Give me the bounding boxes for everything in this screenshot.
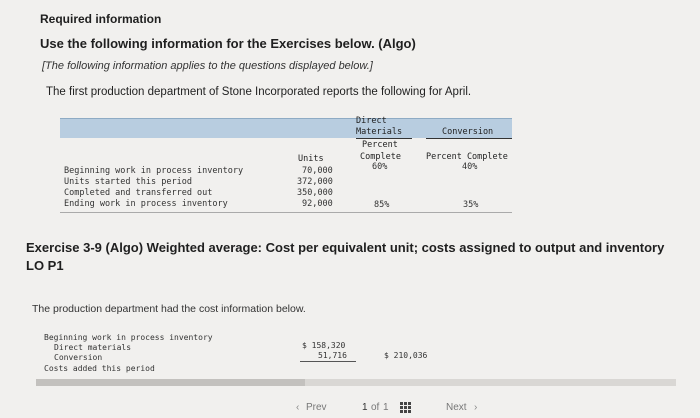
prev-chevron-icon[interactable]: ‹ xyxy=(296,402,300,413)
direct-materials-value: $ 158,320 xyxy=(302,341,346,350)
page-of: of xyxy=(371,402,380,413)
pagination: ‹ Prev 1 of 1 Next › xyxy=(0,396,700,418)
header-units: Units xyxy=(298,154,324,164)
use-following-heading: Use the following information for the Ex… xyxy=(40,36,416,51)
table-header-band xyxy=(60,118,512,138)
conversion-value: 51,716 xyxy=(318,351,347,360)
header-dm-line-1: Direct xyxy=(356,116,387,126)
row-conv-percent: 40% xyxy=(462,162,478,172)
applies-note: [The following information applies to th… xyxy=(42,60,373,72)
conversion-label: Conversion xyxy=(54,353,103,362)
required-information-heading: Required information xyxy=(40,12,162,26)
row-dm-percent: 60% xyxy=(372,162,388,172)
learning-objective: LO P1 xyxy=(26,258,64,273)
row-label: Ending work in process inventory xyxy=(64,199,228,209)
table-bottom-rule xyxy=(60,212,512,213)
exercise-title: Exercise 3-9 (Algo) Weighted average: Co… xyxy=(26,240,665,255)
row-label: Completed and transferred out xyxy=(64,188,213,198)
total-pages: 1 xyxy=(383,402,389,413)
scroll-thumb[interactable] xyxy=(36,379,305,386)
row-units: 92,000 xyxy=(302,199,333,209)
scroll-track[interactable] xyxy=(36,379,676,386)
direct-materials-label: Direct materials xyxy=(54,343,132,352)
conv-header-rule xyxy=(426,138,512,139)
header-conversion-sub: Percent Complete xyxy=(426,152,508,162)
subtotal-rule xyxy=(300,361,356,362)
row-units: 70,000 xyxy=(302,166,333,176)
header-dm-line-2: Materials xyxy=(356,127,403,137)
header-dm-line-3: Percent xyxy=(362,140,398,150)
dm-header-rule xyxy=(356,138,412,139)
current-page: 1 xyxy=(362,402,368,413)
costs-added-label: Costs added this period xyxy=(44,364,155,373)
row-label: Beginning work in process inventory xyxy=(64,166,244,176)
row-conv-percent: 35% xyxy=(463,200,479,210)
row-units: 372,000 xyxy=(297,177,333,187)
beginning-wip-label: Beginning work in process inventory xyxy=(44,333,213,342)
table-top-rule xyxy=(60,118,512,119)
next-button[interactable]: Next xyxy=(446,402,467,413)
intro-text: The first production department of Stone… xyxy=(46,86,472,98)
next-chevron-icon[interactable]: › xyxy=(474,402,478,413)
prev-button[interactable]: Prev xyxy=(306,402,327,413)
header-dm-line-4: Complete xyxy=(360,152,401,162)
beginning-wip-total: $ 210,036 xyxy=(384,351,428,360)
row-label: Units started this period xyxy=(64,177,192,187)
row-dm-percent: 85% xyxy=(374,200,390,210)
grid-menu-icon[interactable] xyxy=(400,402,412,414)
production-table: Units Direct Materials Percent Complete … xyxy=(60,116,512,214)
cost-intro-text: The production department had the cost i… xyxy=(32,303,306,315)
row-units: 350,000 xyxy=(297,188,333,198)
header-conversion: Conversion xyxy=(442,127,494,137)
